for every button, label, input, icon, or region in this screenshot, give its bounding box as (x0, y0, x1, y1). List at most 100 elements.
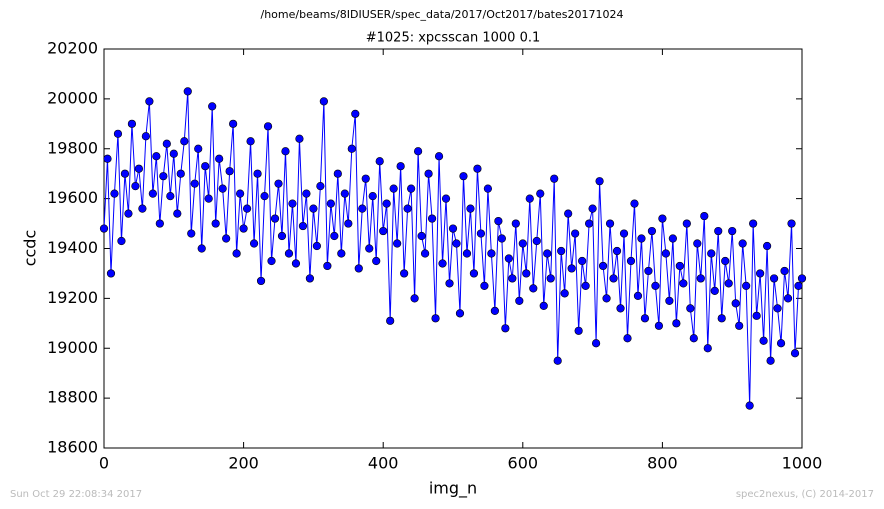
data-point (623, 334, 632, 343)
data-point (518, 239, 527, 248)
data-point (672, 319, 681, 328)
data-point (295, 134, 304, 143)
data-point (340, 189, 349, 198)
data-point (291, 259, 301, 268)
data-point (591, 339, 601, 348)
data-point (752, 311, 761, 320)
data-point (640, 314, 650, 323)
data-point (434, 152, 444, 161)
data-point (302, 189, 311, 198)
data-point (626, 256, 636, 266)
data-point (745, 401, 754, 410)
data-point (393, 239, 402, 248)
data-point (232, 249, 241, 258)
data-point (201, 162, 210, 171)
data-point (365, 244, 374, 253)
data-point (152, 152, 161, 161)
x-tick-label: 0 (99, 454, 109, 473)
data-point (382, 199, 391, 208)
data-point (511, 219, 520, 228)
data-point (515, 296, 524, 305)
data-point (414, 147, 423, 156)
data-point (145, 97, 154, 106)
data-point (564, 209, 573, 218)
data-point (658, 214, 667, 223)
data-point (480, 281, 489, 291)
data-point (714, 226, 723, 236)
data-point (316, 182, 325, 191)
suptitle: /home/beams/8IDIUSER/spec_data/2017/Oct2… (261, 8, 624, 21)
data-point (400, 269, 409, 278)
y-tick-label: 18800 (47, 388, 98, 407)
data-point (138, 204, 147, 213)
data-point (236, 189, 245, 198)
data-point (609, 274, 618, 283)
data-point (194, 144, 203, 153)
data-point (675, 261, 684, 271)
data-point (288, 199, 297, 208)
data-point (703, 344, 712, 353)
data-point (354, 264, 363, 273)
chart-title: #1025: xpcsscan 1000 0.1 (366, 31, 541, 46)
data-point (710, 286, 719, 295)
data-point (679, 279, 688, 288)
data-point (358, 204, 367, 213)
data-point (504, 254, 513, 263)
data-point (256, 276, 266, 286)
data-point (508, 274, 517, 283)
y-axis-label: ccdc (21, 230, 40, 267)
data-point (735, 321, 744, 330)
data-point (131, 182, 140, 191)
data-point (759, 336, 768, 345)
data-point (169, 149, 178, 158)
data-point (476, 229, 486, 238)
data-point (696, 274, 705, 283)
data-point (298, 221, 308, 231)
data-point (344, 219, 353, 228)
data-point (633, 291, 643, 300)
data-point (721, 256, 730, 266)
y-tick-label: 20000 (47, 88, 98, 107)
data-point (368, 192, 377, 201)
data-point (602, 294, 611, 303)
data-point (106, 269, 116, 278)
data-point (424, 169, 433, 178)
data-point (497, 234, 506, 243)
data-point (661, 249, 670, 258)
data-point (159, 172, 168, 181)
data-point (208, 102, 217, 111)
data-point (337, 249, 346, 258)
data-point (330, 231, 339, 241)
data-point (529, 284, 538, 293)
data-point (637, 234, 646, 243)
data-point (127, 119, 137, 128)
data-point (190, 179, 199, 188)
y-tick-label: 19400 (47, 238, 98, 257)
data-point (581, 281, 590, 291)
data-point (560, 289, 569, 298)
y-tick-label: 19600 (47, 188, 98, 207)
data-point (738, 239, 747, 248)
y-tick-label: 19200 (47, 288, 98, 307)
data-point (389, 184, 398, 193)
data-point (598, 261, 608, 271)
data-point (197, 244, 206, 253)
data-point (420, 249, 430, 258)
data-point (347, 144, 356, 153)
data-point (762, 241, 772, 251)
data-point (438, 259, 447, 268)
data-point (281, 147, 290, 156)
data-point (211, 219, 220, 228)
data-point (522, 269, 531, 278)
data-point (417, 231, 426, 241)
data-point (249, 239, 259, 248)
data-point (567, 264, 576, 273)
data-point (588, 204, 597, 213)
data-point (239, 224, 248, 233)
data-point (215, 154, 224, 163)
data-point (766, 356, 775, 365)
data-point (668, 234, 677, 243)
x-axis-label: img_n (429, 479, 477, 499)
data-point (448, 224, 458, 233)
